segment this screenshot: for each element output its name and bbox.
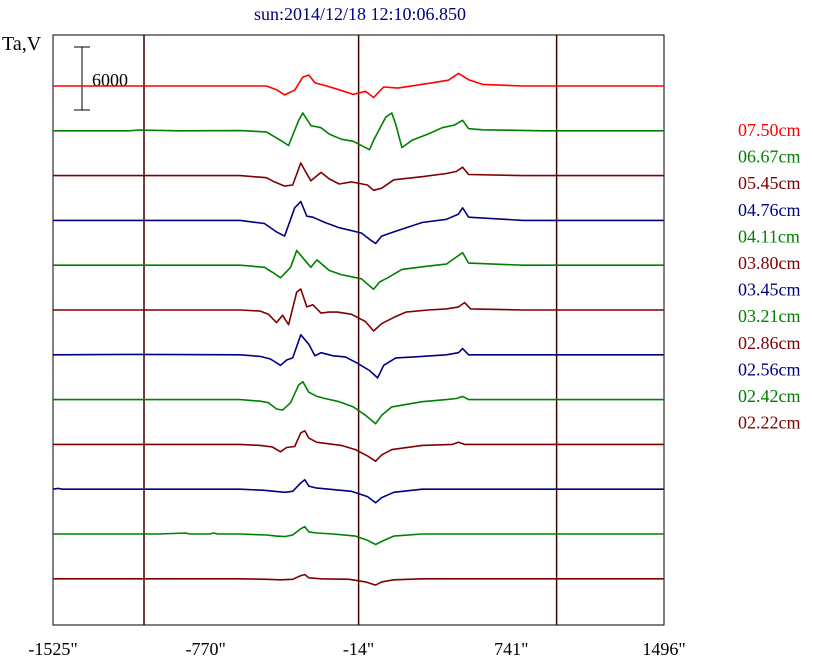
scale-bar: 6000 [74, 46, 128, 111]
legend-item: 05.45cm [738, 173, 801, 193]
vertical-markers [143, 35, 558, 625]
series-line-02.22cm [53, 573, 664, 586]
series-line-03.45cm [52, 333, 664, 379]
series-line-03.21cm [53, 380, 664, 425]
x-tick-label: 741" [494, 639, 528, 659]
series-line-02.86cm [53, 429, 664, 463]
legend-item: 03.45cm [738, 280, 801, 300]
x-tick-label: -14" [343, 639, 374, 659]
x-tick-label: -770" [186, 639, 226, 659]
chart-title: sun:2014/12/18 12:10:06.850 [254, 4, 466, 24]
legend: 07.50cm 06.67cm 05.45cm 04.76cm 04.11cm 03.80… [738, 120, 801, 433]
series-line-03.80cm [53, 288, 664, 332]
series-line-04.11cm [53, 249, 664, 291]
legend-item: 06.67cm [738, 147, 801, 167]
legend-item: 02.22cm [738, 413, 801, 433]
series-line-02.42cm [53, 525, 664, 546]
series-line-04.76cm [53, 200, 664, 245]
legend-item: 02.86cm [738, 333, 801, 353]
legend-item: 03.21cm [738, 306, 801, 326]
scale-bar-label: 6000 [92, 70, 128, 90]
legend-item: 04.11cm [738, 226, 800, 246]
x-tick-labels: -1525" -770" -14" 741" 1496" [28, 639, 685, 659]
series-line-02.56cm [52, 478, 664, 504]
x-tick-label: -1525" [28, 639, 77, 659]
y-axis-label: Ta,V [2, 33, 42, 55]
legend-item: 02.42cm [738, 386, 801, 406]
series-line-05.45cm [53, 162, 664, 192]
legend-item: 07.50cm [738, 120, 801, 140]
x-tick-label: 1496" [642, 639, 685, 659]
series-line-06.67cm [53, 112, 664, 151]
series-line-07.50cm [53, 72, 664, 99]
legend-item: 04.76cm [738, 200, 801, 220]
legend-item: 02.56cm [738, 359, 801, 379]
legend-item: 03.80cm [738, 253, 801, 273]
series-lines [52, 72, 664, 586]
